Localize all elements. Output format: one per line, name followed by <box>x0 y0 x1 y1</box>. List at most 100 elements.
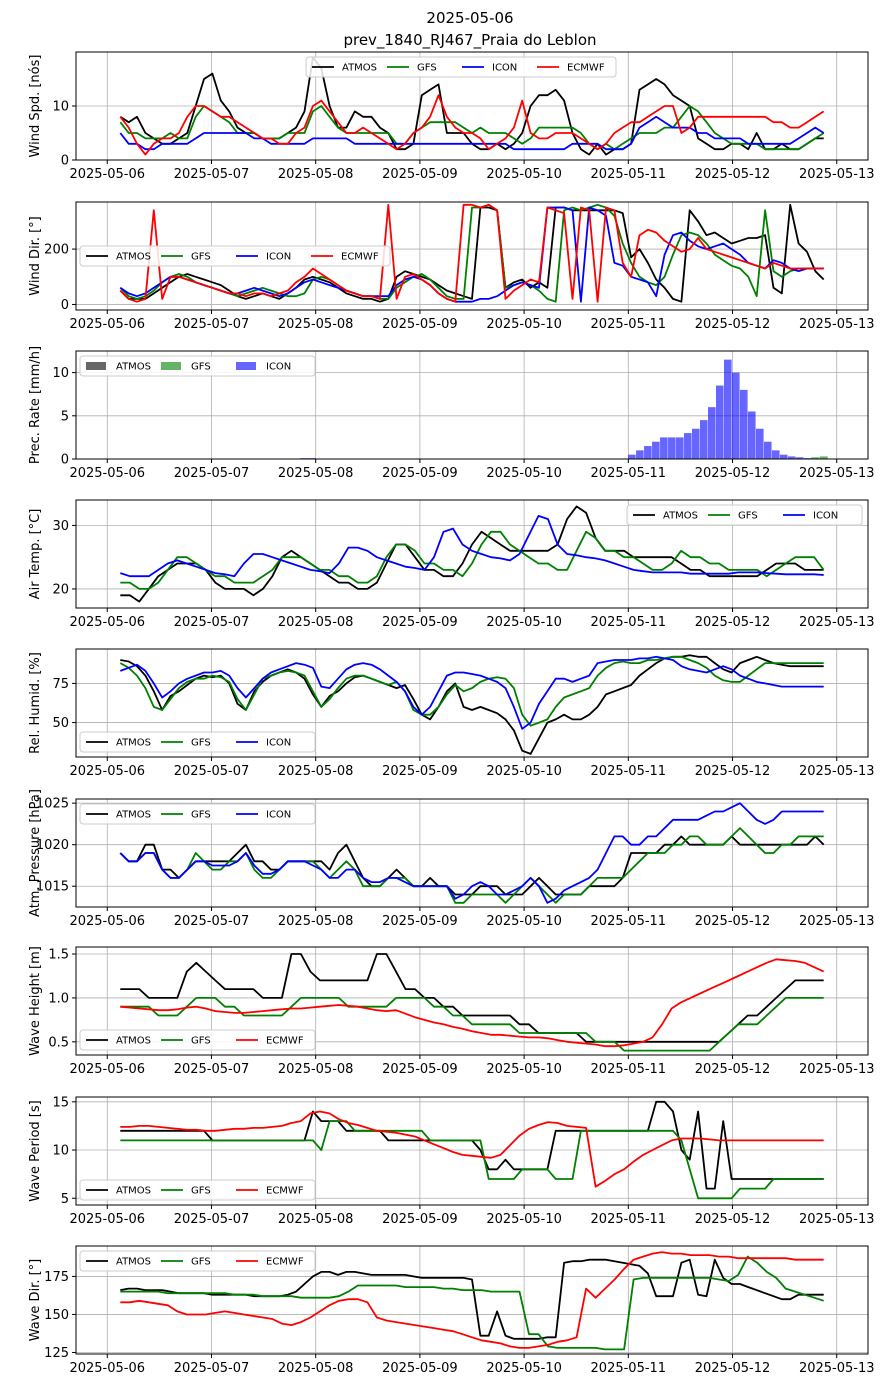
bar-icon <box>652 441 660 459</box>
x-tick-label: 2025-05-13 <box>799 466 875 481</box>
plot-frame <box>75 201 869 311</box>
y-axis-label: Air Temp. [°C] <box>28 509 43 600</box>
legend-box <box>79 355 316 377</box>
x-tick-label: 2025-05-13 <box>799 1062 875 1077</box>
x-tick-label: 2025-05-11 <box>591 764 667 779</box>
series-line-gfs <box>120 997 824 1052</box>
series-line-gfs <box>119 655 824 727</box>
y-tick-label: 0 <box>61 453 69 468</box>
legend-label-gfs: GFS <box>738 511 758 522</box>
x-axis: 2025-05-06 2025-05-07 2025-05-08 2025-05-09… <box>69 907 875 929</box>
plot-frame <box>75 1096 869 1206</box>
x-tick-label: 2025-05-07 <box>174 1361 250 1376</box>
x-tick-label: 2025-05-12 <box>695 466 771 481</box>
y-tick-label: 200 <box>44 243 69 258</box>
y-axis: 125 150 175 <box>44 1270 76 1361</box>
y-axis: 0 10 <box>52 100 76 169</box>
bar-gfs <box>819 456 828 459</box>
y-axis: 0 200 <box>44 243 76 313</box>
x-tick-label: 2025-05-13 <box>799 1212 875 1227</box>
legend-label-gfs: GFS <box>191 810 211 821</box>
legend-label-icon: ICON <box>266 252 291 263</box>
legend-label-atmos: ATMOS <box>116 1186 151 1197</box>
legend-label-atmos: ATMOS <box>116 1257 151 1268</box>
x-tick-label: 2025-05-06 <box>69 914 145 929</box>
x-tick-label: 2025-05-11 <box>591 615 667 630</box>
x-tick-label: 2025-05-11 <box>591 466 667 481</box>
y-axis: 5 10 15 <box>52 1095 76 1207</box>
bar-icon <box>700 420 708 459</box>
plot-area <box>120 505 825 603</box>
y-tick-label: 75 <box>52 677 69 692</box>
y-tick-label: 15 <box>52 1095 69 1110</box>
x-tick-label: 2025-05-09 <box>382 914 458 929</box>
plot-area <box>120 1251 824 1351</box>
series-line-icon <box>119 655 824 730</box>
x-tick-label: 2025-05-09 <box>382 1062 458 1077</box>
legend-box <box>79 1250 316 1272</box>
panel-rel-humid: 2025-05-06 2025-05-07 2025-05-08 2025-05-09… <box>28 648 875 779</box>
legend: ATMOS GFS ICON <box>79 803 316 825</box>
x-tick-label: 2025-05-07 <box>174 317 250 332</box>
bar-icon <box>708 407 716 459</box>
y-axis-label: Atm. Pressure [hPa] <box>28 789 43 917</box>
x-tick-label: 2025-05-07 <box>174 615 250 630</box>
y-tick-label: 10 <box>52 366 69 381</box>
legend-box <box>79 731 316 753</box>
bar-icon <box>715 385 724 459</box>
x-tick-label: 2025-05-08 <box>278 167 354 182</box>
x-tick-label: 2025-05-13 <box>799 914 875 929</box>
bar-icon <box>644 446 652 459</box>
x-tick-label: 2025-05-06 <box>69 764 145 779</box>
plot-area <box>120 953 825 1052</box>
x-tick-label: 2025-05-06 <box>69 317 145 332</box>
x-tick-label: 2025-05-09 <box>382 1212 458 1227</box>
legend-label-icon: ICON <box>492 63 517 74</box>
y-axis-label: Prec. Rate [mm/h] <box>28 346 43 464</box>
panel-wave-period-s: 2025-05-06 2025-05-07 2025-05-08 2025-05-09… <box>28 1095 875 1227</box>
y-tick-label: 1020 <box>36 838 69 853</box>
y-tick-label: 20 <box>52 582 69 597</box>
legend-label-gfs: GFS <box>417 63 437 74</box>
legend-label-gfs: GFS <box>191 738 211 749</box>
legend-label-icon: ICON <box>813 511 838 522</box>
bar-icon <box>660 437 668 459</box>
y-tick-label: 50 <box>52 716 69 731</box>
bar-gfs <box>811 457 820 459</box>
x-tick-label: 2025-05-07 <box>174 167 250 182</box>
plot-area <box>119 654 824 755</box>
legend-label-gfs: GFS <box>191 252 211 263</box>
x-tick-label: 2025-05-10 <box>486 1212 562 1227</box>
y-tick-label: 30 <box>52 519 69 534</box>
legend-box <box>79 1029 316 1051</box>
x-tick-label: 2025-05-13 <box>799 764 875 779</box>
x-tick-label: 2025-05-09 <box>382 764 458 779</box>
x-tick-label: 2025-05-12 <box>695 764 771 779</box>
y-tick-label: 1015 <box>36 880 69 895</box>
x-tick-label: 2025-05-12 <box>695 1361 771 1376</box>
legend-label-atmos: ATMOS <box>116 738 151 749</box>
bar-icon <box>739 389 748 459</box>
legend-label-icon: ICON <box>266 810 291 821</box>
series-line-ecmwf <box>120 1251 824 1349</box>
y-tick-label: 10 <box>52 100 69 115</box>
bar-icon <box>692 428 700 459</box>
legend: ATMOS GFS ECMWF <box>79 1250 316 1272</box>
x-tick-label: 2025-05-08 <box>278 1212 354 1227</box>
x-tick-label: 2025-05-07 <box>174 466 250 481</box>
legend-label-ecmwf: ECMWF <box>341 252 379 263</box>
legend-label-atmos: ATMOS <box>116 1036 151 1047</box>
y-axis-label: Wave Dir. [°] <box>28 1259 43 1342</box>
x-tick-label: 2025-05-10 <box>486 1062 562 1077</box>
x-tick-label: 2025-05-11 <box>591 1062 667 1077</box>
y-tick-label: 150 <box>44 1308 69 1323</box>
plot-frame <box>75 350 869 460</box>
x-tick-label: 2025-05-10 <box>486 615 562 630</box>
y-tick-label: 0 <box>61 298 69 313</box>
series-line-ecmwf <box>120 1110 824 1188</box>
figure-title-date: 2025-05-06 <box>426 9 513 27</box>
x-tick-label: 2025-05-12 <box>695 317 771 332</box>
legend-label-atmos: ATMOS <box>116 810 151 821</box>
bar-icon <box>763 441 772 459</box>
